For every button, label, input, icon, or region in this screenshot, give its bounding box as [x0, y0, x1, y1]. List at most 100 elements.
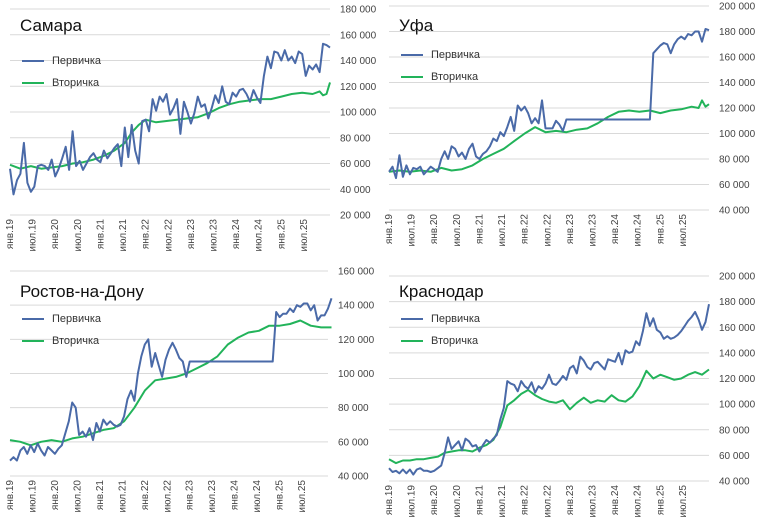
legend-swatch-secondary — [22, 82, 44, 84]
x-tick-label: янв.19 — [384, 214, 395, 245]
y-tick-label: 160 000 — [338, 267, 375, 278]
legend-swatch-primary — [401, 54, 423, 56]
x-tick-label: янв.24 — [231, 219, 242, 250]
chart-title-krasnodar: Краснодар — [399, 282, 484, 301]
x-tick-label: янв.24 — [610, 485, 621, 516]
legend-swatch-primary — [22, 318, 44, 320]
y-tick-label: 120 000 — [719, 104, 756, 115]
chart-panel-ufa: 40 000 60 000 80 000 100 000 120 000 140 000 1… — [379, 0, 758, 258]
x-tick-label: июл.24 — [252, 480, 263, 513]
y-tick-label: 140 000 — [338, 301, 375, 312]
y-tick-label: 60 000 — [338, 437, 369, 448]
x-tick-label: июл.19 — [28, 219, 39, 252]
x-tick-label: янв.22 — [140, 480, 151, 511]
y-tick-label: 100 000 — [719, 129, 756, 140]
legend-label-secondary: Вторичка — [431, 71, 479, 83]
series-line-secondary — [9, 82, 331, 170]
y-tick-label: 160 000 — [719, 323, 756, 334]
y-tick-label: 200 000 — [719, 272, 756, 283]
chart-legend-samara: Первичка Вторичка — [22, 50, 101, 94]
x-tick-label: янв.25 — [275, 480, 286, 511]
y-tick-label: 200 000 — [719, 2, 756, 13]
chart-svg-samara: 20 000 40 000 60 000 80 000 100 000 120 000 14… — [5, 5, 377, 252]
x-tick-label: июл.23 — [587, 485, 598, 517]
chart-svg-ufa: 40 000 60 000 80 000 100 000 120 000 140 000 1… — [384, 2, 756, 247]
x-tick-label: янв.20 — [50, 219, 61, 250]
x-tick-label: янв.20 — [429, 485, 440, 516]
y-tick-label: 160 000 — [719, 53, 756, 64]
y-tick-label: 40 000 — [719, 206, 750, 217]
y-tick-label: 20 000 — [340, 211, 371, 222]
x-tick-label: янв.24 — [610, 214, 621, 245]
chart-panel-rostov: 40 000 60 000 80 000 100 000 120 000 140 000 1… — [0, 258, 379, 516]
x-tick-label: июл.19 — [407, 485, 418, 517]
legend-label-primary: Первичка — [431, 49, 481, 61]
y-tick-label: 40 000 — [719, 477, 750, 488]
x-tick-label: июл.20 — [452, 214, 463, 247]
legend-item-secondary: Вторичка — [22, 72, 101, 94]
legend-label-primary: Первичка — [431, 313, 481, 325]
x-tick-label: июл.21 — [497, 485, 508, 517]
legend-swatch-secondary — [401, 340, 423, 342]
legend-item-secondary: Вторичка — [401, 66, 480, 88]
legend-item-primary: Первичка — [401, 308, 480, 330]
x-tick-label: янв.19 — [5, 480, 16, 511]
series-line-primary — [9, 42, 331, 196]
x-tick-label: июл.20 — [73, 219, 84, 252]
y-tick-label: 120 000 — [719, 374, 756, 385]
x-tick-label: июл.19 — [407, 214, 418, 247]
y-tick-label: 60 000 — [719, 451, 750, 462]
x-tick-label: июл.25 — [297, 480, 308, 513]
x-tick-label: июл.22 — [163, 219, 174, 252]
x-tick-label: июл.24 — [633, 485, 644, 517]
x-tick-label: июл.21 — [497, 214, 508, 247]
y-tick-label: 100 000 — [340, 108, 377, 119]
x-tick-label: июл.23 — [587, 214, 598, 247]
chart-legend-krasnodar: Первичка Вторичка — [401, 308, 480, 352]
y-tick-label: 120 000 — [340, 82, 377, 93]
y-tick-label: 140 000 — [340, 56, 377, 67]
y-tick-label: 140 000 — [719, 348, 756, 359]
chart-legend-rostov: Первичка Вторичка — [22, 308, 101, 352]
series-line-primary — [9, 297, 333, 462]
legend-swatch-secondary — [401, 76, 423, 78]
x-tick-label: янв.21 — [474, 214, 485, 245]
y-tick-label: 80 000 — [719, 425, 750, 436]
legend-label-primary: Первичка — [52, 313, 102, 325]
x-tick-label: июл.19 — [27, 480, 38, 513]
legend-item-secondary: Вторичка — [22, 330, 101, 352]
x-tick-label: янв.20 — [429, 214, 440, 245]
x-tick-label: июл.24 — [254, 219, 265, 252]
legend-label-secondary: Вторичка — [52, 335, 100, 347]
x-tick-label: июл.25 — [299, 219, 310, 252]
legend-label-secondary: Вторичка — [431, 335, 479, 347]
x-tick-label: янв.23 — [186, 219, 197, 250]
y-tick-label: 180 000 — [719, 297, 756, 308]
y-tick-label: 80 000 — [340, 133, 371, 144]
x-tick-label: янв.23 — [565, 485, 576, 516]
chart-panel-samara: 20 000 40 000 60 000 80 000 100 000 120 000 14… — [0, 0, 379, 258]
x-tick-label: янв.25 — [276, 219, 287, 250]
x-tick-label: янв.22 — [520, 214, 531, 245]
legend-item-primary: Первичка — [22, 50, 101, 72]
y-tick-label: 100 000 — [338, 369, 375, 380]
series-line-secondary — [388, 99, 710, 173]
y-tick-label: 160 000 — [340, 30, 377, 41]
x-tick-label: янв.23 — [565, 214, 576, 245]
chart-title-ufa: Уфа — [399, 16, 434, 35]
x-tick-label: янв.25 — [655, 485, 666, 516]
chart-svg-rostov: 40 000 60 000 80 000 100 000 120 000 140 000 1… — [5, 267, 375, 513]
x-tick-label: янв.22 — [520, 485, 531, 516]
y-tick-label: 60 000 — [719, 180, 750, 191]
chart-legend-ufa: Первичка Вторичка — [401, 44, 480, 88]
legend-label-secondary: Вторичка — [52, 77, 100, 89]
y-tick-label: 180 000 — [340, 5, 377, 16]
y-tick-label: 60 000 — [340, 159, 371, 170]
y-tick-label: 80 000 — [719, 155, 750, 166]
x-tick-label: июл.21 — [118, 219, 129, 252]
legend-swatch-secondary — [22, 340, 44, 342]
legend-swatch-primary — [22, 60, 44, 62]
x-tick-label: июл.20 — [72, 480, 83, 513]
chart-svg-krasnodar: 40 000 60 000 80 000 100 000 120 000 140 000 1… — [384, 272, 756, 517]
x-tick-label: июл.22 — [542, 485, 553, 517]
